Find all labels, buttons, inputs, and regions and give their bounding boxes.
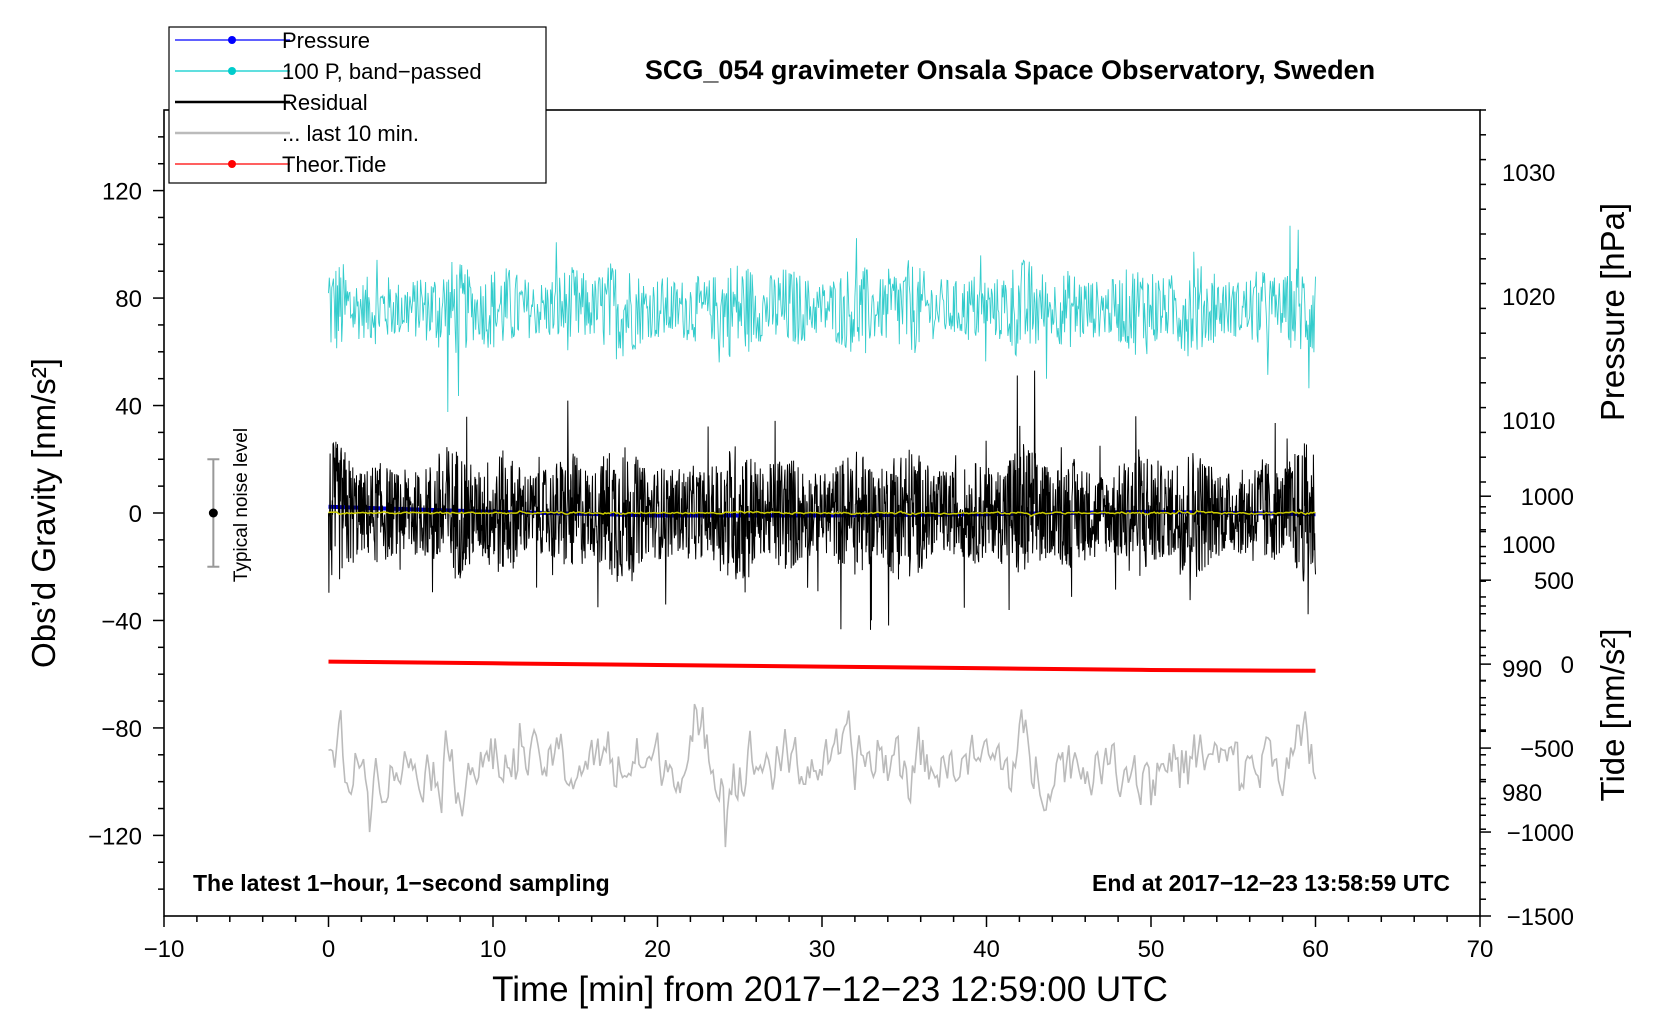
y-axis-ticks: −120 −80 −40 0 40 80 120 [88, 136, 164, 890]
y-tick-label: 80 [115, 286, 142, 313]
pressure-tick-label: 1030 [1502, 160, 1555, 187]
y-tick-label: −120 [88, 823, 142, 850]
y-axis-label-tide: Tide [nm/s²] [1594, 629, 1631, 802]
noise-level-label: Typical noise level [231, 428, 252, 582]
noise-level-indicator: Typical noise level [207, 428, 252, 582]
tide-tick-label: 500 [1534, 568, 1574, 595]
x-tick-label: 70 [1467, 936, 1494, 963]
tide-tick-label: 0 [1561, 652, 1574, 679]
legend-box [168, 26, 547, 184]
pressure-tick-label: 1020 [1502, 284, 1555, 311]
series-last-10-min [328, 703, 1317, 848]
x-tick-label: 30 [809, 936, 836, 963]
series-100-p-band-passed [328, 225, 1316, 413]
y-tick-label: −40 [101, 608, 142, 635]
x-tick-label: 0 [322, 936, 335, 963]
x-tick-label: −10 [144, 936, 185, 963]
legend-label: Theor.Tide [282, 152, 386, 177]
x-tick-label: 40 [973, 936, 1000, 963]
series-residual [328, 370, 1316, 630]
tide-tick-label: −1000 [1507, 820, 1574, 847]
tide-tick-label: 1000 [1521, 484, 1574, 511]
chart-title: SCG_054 gravimeter Onsala Space Observat… [645, 55, 1375, 85]
tide-axis-ticks: −1500 −1000 −500 0 500 1000 [1480, 484, 1574, 931]
y-tick-label: 120 [102, 179, 142, 206]
legend: Pressure 100 P, band−passed Residual ... la… [168, 26, 547, 184]
x-tick-label: 20 [644, 936, 671, 963]
plot-series [328, 225, 1317, 848]
legend-entries: Pressure 100 P, band−passed Residual ... la… [175, 28, 482, 177]
x-tick-label: 60 [1302, 936, 1329, 963]
noise-level-dot [208, 508, 218, 518]
legend-swatch-marker [228, 160, 236, 168]
legend-label: Residual [282, 90, 368, 115]
footer-end-time: End at 2017−12−23 13:58:59 UTC [1092, 870, 1450, 896]
legend-label: 100 P, band−passed [282, 59, 482, 84]
legend-swatch-marker [228, 36, 236, 44]
tide-tick-label: −1500 [1507, 904, 1574, 931]
footer-sampling-note: The latest 1−hour, 1−second sampling [193, 870, 610, 896]
x-tick-label: 10 [480, 936, 507, 963]
legend-label: Pressure [282, 28, 370, 53]
pressure-tick-label: 1000 [1502, 532, 1555, 559]
y-tick-label: −80 [101, 716, 142, 743]
series-residual-smoothed [328, 509, 1316, 518]
y-tick-label: 40 [115, 394, 142, 421]
pressure-axis-ticks: 980 990 1000 1010 1020 1030 [1480, 109, 1555, 855]
legend-swatch-marker [228, 67, 236, 75]
legend-label: ... last 10 min. [282, 121, 419, 146]
series-theor-tide [328, 659, 1316, 673]
y-axis-label-pressure: Pressure [hPa] [1594, 203, 1631, 421]
pressure-tick-label: 1010 [1502, 408, 1555, 435]
y-tick-label: 0 [129, 501, 142, 528]
x-tick-label: 50 [1138, 936, 1165, 963]
y-axis-label-gravity: Obs’d Gravity [nm/s²] [25, 358, 62, 668]
pressure-tick-label: 990 [1502, 656, 1542, 683]
pressure-tick-label: 980 [1502, 780, 1542, 807]
tide-tick-label: −500 [1520, 736, 1574, 763]
x-axis-label: Time [min] from 2017−12−23 12:59:00 UTC [492, 970, 1168, 1009]
x-axis-ticks: −10 0 10 20 30 40 50 60 70 [144, 916, 1494, 963]
